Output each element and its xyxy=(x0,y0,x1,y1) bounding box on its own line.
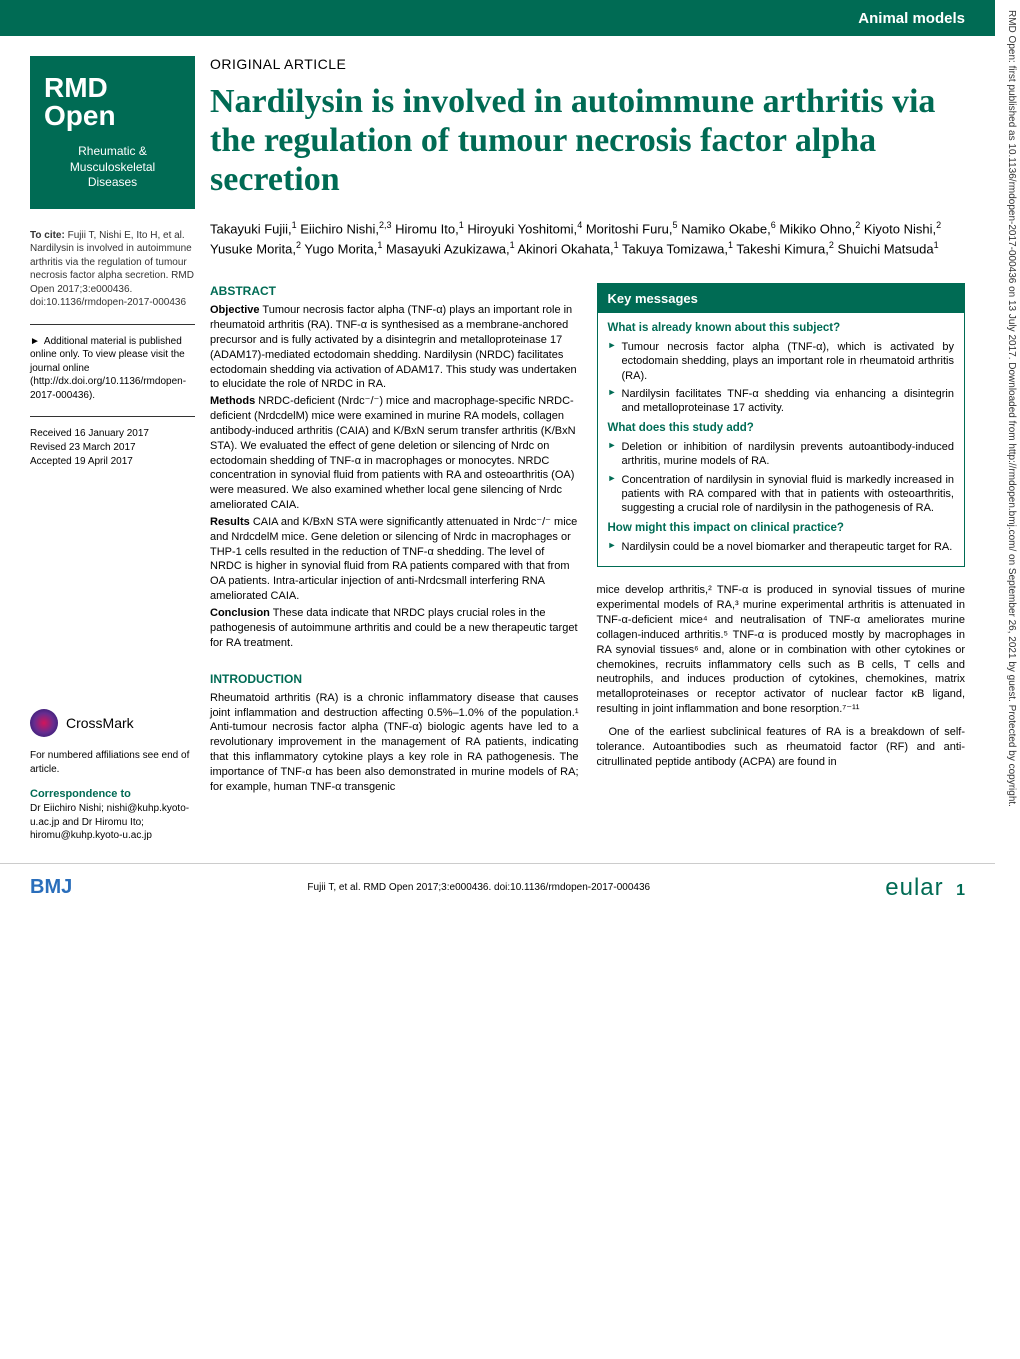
box-header: Key messages xyxy=(598,284,965,314)
authors: Takayuki Fujii,1 Eiichiro Nishi,2,3 Hiro… xyxy=(210,219,965,259)
logo-main: RMD xyxy=(44,74,181,102)
crossmark-icon xyxy=(30,709,58,737)
methods-label: Methods xyxy=(210,395,255,407)
history-dates: Received 16 January 2017 Revised 23 Marc… xyxy=(30,416,195,469)
crossmark-label: CrossMark xyxy=(66,715,134,731)
list-item: Nardilysin facilitates TNF-α shedding vi… xyxy=(608,387,955,416)
intro-para1: Rheumatoid arthritis (RA) is a chronic i… xyxy=(210,691,579,795)
correspondence-label: Correspondence to xyxy=(30,788,195,800)
cite-label: To cite: xyxy=(30,230,65,241)
bmj-logo: BMJ xyxy=(30,876,72,899)
objective-label: Objective xyxy=(210,304,260,316)
accepted-date: Accepted 19 April 2017 xyxy=(30,455,195,469)
received-date: Received 16 January 2017 xyxy=(30,427,195,441)
logo-sub: Open xyxy=(44,102,181,130)
article-title: Nardilysin is involved in autoimmune art… xyxy=(210,82,965,199)
results-label: Results xyxy=(210,516,250,528)
intro-para3: One of the earliest subclinical features… xyxy=(597,725,966,770)
list-item: Concentration of nardilysin in synovial … xyxy=(608,473,955,516)
revised-date: Revised 23 March 2017 xyxy=(30,441,195,455)
list-item: Nardilysin could be a novel biomarker an… xyxy=(608,540,955,554)
results-text: CAIA and K/BxN STA were significantly at… xyxy=(210,516,577,602)
intro-para2: mice develop arthritis,² TNF-α is produc… xyxy=(597,583,966,717)
box-q2-list: Deletion or inhibition of nardilysin pre… xyxy=(608,440,955,515)
box-q1-list: Tumour necrosis factor alpha (TNF-α), wh… xyxy=(608,340,955,415)
supplementary-note: Additional material is published online … xyxy=(30,324,195,403)
box-q3-list: Nardilysin could be a novel biomarker an… xyxy=(608,540,955,554)
abstract-heading: ABSTRACT xyxy=(210,283,579,299)
journal-logo: RMD Open Rheumatic & Musculoskeletal Dis… xyxy=(30,56,195,209)
citation-block: To cite: Fujii T, Nishi E, Ito H, et al.… xyxy=(30,229,195,310)
conclusion-label: Conclusion xyxy=(210,607,270,619)
key-messages-box: Key messages What is already known about… xyxy=(597,283,966,567)
logo-tagline: Rheumatic & Musculoskeletal Diseases xyxy=(44,144,181,191)
correspondence-text: Dr Eiichiro Nishi; nishi@kuhp.kyoto-u.ac… xyxy=(30,802,195,843)
objective-text: Tumour necrosis factor alpha (TNF-α) pla… xyxy=(210,304,577,390)
page-number: 1 xyxy=(956,882,965,899)
abstract-body: Objective Tumour necrosis factor alpha (… xyxy=(210,303,579,650)
eular-logo: eular xyxy=(885,874,943,901)
box-q3: How might this impact on clinical practi… xyxy=(608,521,955,537)
crossmark-badge[interactable]: CrossMark xyxy=(30,709,195,737)
copyright-sidebar: RMD Open: first published as 10.1136/rmd… xyxy=(995,0,1020,912)
affiliations-note: For numbered affiliations see end of art… xyxy=(30,749,195,776)
category-label: Animal models xyxy=(858,10,965,27)
category-header: Animal models xyxy=(0,0,995,36)
page-footer: BMJ Fujii T, et al. RMD Open 2017;3:e000… xyxy=(0,863,995,912)
list-item: Tumour necrosis factor alpha (TNF-α), wh… xyxy=(608,340,955,383)
methods-text: NRDC-deficient (Nrdc⁻/⁻) mice and macrop… xyxy=(210,395,576,511)
article-type: ORIGINAL ARTICLE xyxy=(210,56,965,72)
cite-text: Fujii T, Nishi E, Ito H, et al. Nardilys… xyxy=(30,230,194,309)
box-q1: What is already known about this subject… xyxy=(608,321,955,337)
list-item: Deletion or inhibition of nardilysin pre… xyxy=(608,440,955,469)
footer-citation: Fujii T, et al. RMD Open 2017;3:e000436.… xyxy=(307,882,650,893)
box-q2: What does this study add? xyxy=(608,421,955,437)
intro-heading: INTRODUCTION xyxy=(210,671,579,687)
